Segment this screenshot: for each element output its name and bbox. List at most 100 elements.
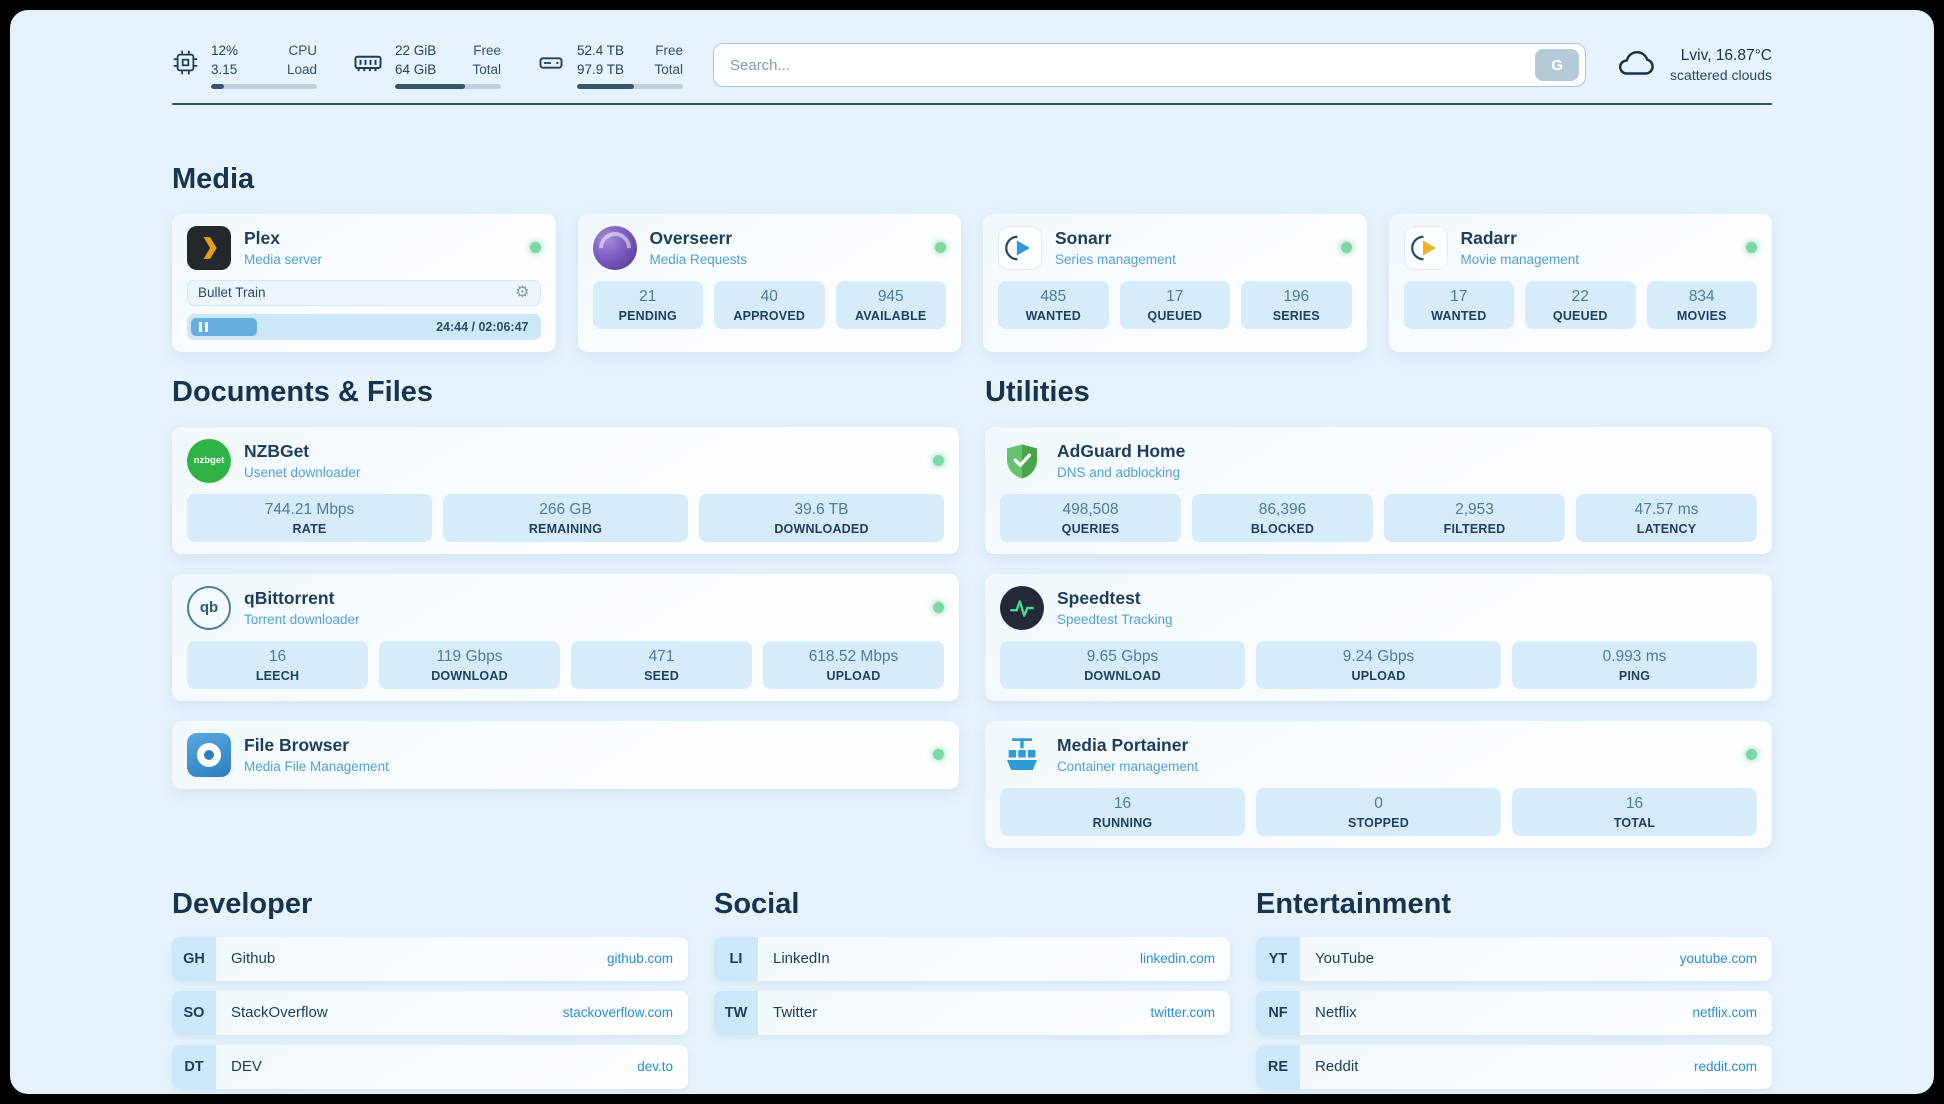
app-name: Plex [244, 228, 280, 249]
app-card-overseerr[interactable]: Overseerr Media Requests 21 PENDING 40 A… [577, 213, 961, 352]
disk-icon [537, 49, 565, 82]
bookmark-linkedin[interactable]: LI LinkedIn linkedin.com [714, 936, 1230, 981]
qbittorrent-icon: qb [187, 585, 231, 630]
disk-progress-fill [577, 83, 635, 89]
stat-value: 834 [1688, 287, 1715, 305]
bookmark-name: StackOverflow [231, 1004, 328, 1022]
bookmark-twitter[interactable]: TW Twitter twitter.com [714, 990, 1230, 1035]
stat-value: 0 [1374, 794, 1383, 812]
playback-progress-fill[interactable] [191, 317, 257, 336]
stat-series: 196 SERIES [1241, 280, 1352, 329]
stat-rate: 744.21 Mbps RATE [187, 493, 432, 542]
app-subtitle: Torrent downloader [244, 612, 360, 628]
app-subtitle: Media Requests [649, 252, 748, 268]
bookmark-abbr: RE [1256, 1044, 1300, 1089]
bookmark-abbr: DT [172, 1044, 216, 1089]
app-card-adguard[interactable]: AdGuard Home DNS and adblocking 498,508 … [985, 426, 1772, 554]
sonarr-icon [998, 225, 1042, 270]
app-name: Speedtest [1057, 588, 1141, 609]
stat-label: DOWNLOADED [774, 521, 869, 536]
bookmark-abbr: TW [714, 990, 758, 1035]
search-provider-button[interactable]: G [1535, 49, 1580, 82]
bookmark-abbr: NF [1256, 990, 1300, 1035]
portainer-icon [1000, 733, 1044, 777]
search-input[interactable] [730, 56, 1536, 74]
bookmark-netflix[interactable]: NF Netflix netflix.com [1256, 990, 1772, 1035]
cpu-progress-fill [211, 83, 224, 89]
stat-label: MOVIES [1676, 308, 1727, 323]
stat-value: 86,396 [1258, 500, 1307, 518]
app-name: Overseerr [649, 228, 733, 249]
bookmark-name: Twitter [773, 1004, 818, 1022]
stat-approved: 40 APPROVED [714, 280, 825, 329]
app-card-speedtest[interactable]: Speedtest Speedtest Tracking 9.65 Gbps D… [985, 573, 1772, 701]
stat-label: UPLOAD [826, 668, 881, 683]
bookmark-url: reddit.com [1693, 1059, 1757, 1075]
now-playing-row: Bullet Train ⚙ [187, 279, 541, 306]
app-name: NZBGet [244, 441, 310, 462]
stat-download: 119 Gbps DOWNLOAD [379, 640, 560, 689]
stat-queued: 17 QUEUED [1119, 280, 1230, 329]
bookmark-github[interactable]: GH Github github.com [172, 936, 688, 981]
developer-section: Developer GH Github github.com SO StackO… [172, 888, 688, 1089]
nzbget-icon: nzbget [187, 438, 231, 483]
stat-value: 945 [877, 287, 904, 305]
app-subtitle: Media server [244, 252, 323, 268]
bookmark-name: Github [231, 950, 276, 968]
stat-queued: 22 QUEUED [1525, 280, 1636, 329]
status-dot-online [933, 749, 944, 761]
app-card-filebrowser[interactable]: File Browser Media File Management [172, 720, 959, 789]
stat-value: 17 [1166, 287, 1184, 305]
bookmark-name: LinkedIn [773, 950, 830, 968]
weather-widget: Lviv, 16.87°C scattered clouds [1616, 47, 1772, 84]
disk-total-label: Total [654, 61, 683, 77]
bookmark-url: dev.to [637, 1059, 673, 1075]
bookmark-dev[interactable]: DT DEV dev.to [172, 1044, 688, 1089]
search-bar[interactable]: G [713, 43, 1587, 88]
app-card-nzbget[interactable]: nzbget NZBGet Usenet downloader 744.21 M… [172, 426, 959, 554]
stat-label: FILTERED [1443, 521, 1506, 536]
stat-wanted: 17 WANTED [1403, 280, 1514, 329]
gear-icon[interactable]: ⚙ [515, 283, 530, 301]
app-card-portainer[interactable]: Media Portainer Container management 16 … [985, 720, 1772, 848]
stat-value: 9.65 Gbps [1086, 647, 1159, 665]
stat-label: WANTED [1431, 308, 1487, 323]
app-card-radarr[interactable]: Radarr Movie management 17 WANTED 22 QUE… [1388, 213, 1772, 352]
overseerr-icon [592, 225, 637, 270]
memory-progress-fill [395, 83, 465, 89]
documents-section: Documents & Files nzbget NZBGet Usenet d… [172, 376, 959, 789]
dashboard-frame: 12% CPU 3.15 Load [10, 10, 1934, 1094]
cpu-usage-value: 12% [211, 43, 239, 58]
playback-progress-bar[interactable]: 24:44 / 02:06:47 [187, 313, 541, 340]
disk-progress-track [577, 83, 683, 89]
app-subtitle: Media File Management [244, 759, 389, 775]
stat-filtered: 2,953 FILTERED [1384, 493, 1565, 542]
documents-section-title: Documents & Files [172, 375, 434, 408]
utilities-section-title: Utilities [985, 375, 1090, 408]
adguard-icon [1000, 439, 1044, 483]
app-subtitle: Usenet downloader [244, 465, 361, 481]
bookmark-abbr: GH [172, 936, 216, 981]
app-card-qbittorrent[interactable]: qb qBittorrent Torrent downloader 16 LEE… [172, 573, 959, 701]
stat-label: APPROVED [733, 308, 806, 323]
stat-movies: 834 MOVIES [1646, 280, 1757, 329]
stat-blocked: 86,396 BLOCKED [1192, 493, 1373, 542]
media-section: Media Plex Media server [172, 163, 1772, 352]
stat-download: 9.65 Gbps DOWNLOAD [1000, 640, 1245, 689]
social-section: Social LI LinkedIn linkedin.com TW Twitt… [714, 888, 1230, 1089]
app-card-sonarr[interactable]: Sonarr Series management 485 WANTED 17 Q… [983, 213, 1367, 352]
app-card-plex[interactable]: Plex Media server Bullet Train ⚙ [172, 213, 556, 352]
stat-label: LATENCY [1636, 521, 1697, 536]
developer-section-title: Developer [172, 887, 313, 920]
memory-widget: 22 GiB Free 64 GiB Total [353, 42, 501, 89]
bookmark-youtube[interactable]: YT YouTube youtube.com [1256, 936, 1772, 981]
bookmark-stackoverflow[interactable]: SO StackOverflow stackoverflow.com [172, 990, 688, 1035]
stat-latency: 47.57 ms LATENCY [1576, 493, 1757, 542]
stat-value: 16 [1625, 794, 1644, 812]
stat-value: 40 [760, 287, 778, 305]
cpu-load-value: 3.15 [211, 61, 238, 77]
stat-value: 47.57 ms [1634, 500, 1699, 518]
stat-total: 16 TOTAL [1512, 787, 1757, 836]
bookmark-name: Reddit [1315, 1058, 1359, 1076]
bookmark-reddit[interactable]: RE Reddit reddit.com [1256, 1044, 1772, 1089]
